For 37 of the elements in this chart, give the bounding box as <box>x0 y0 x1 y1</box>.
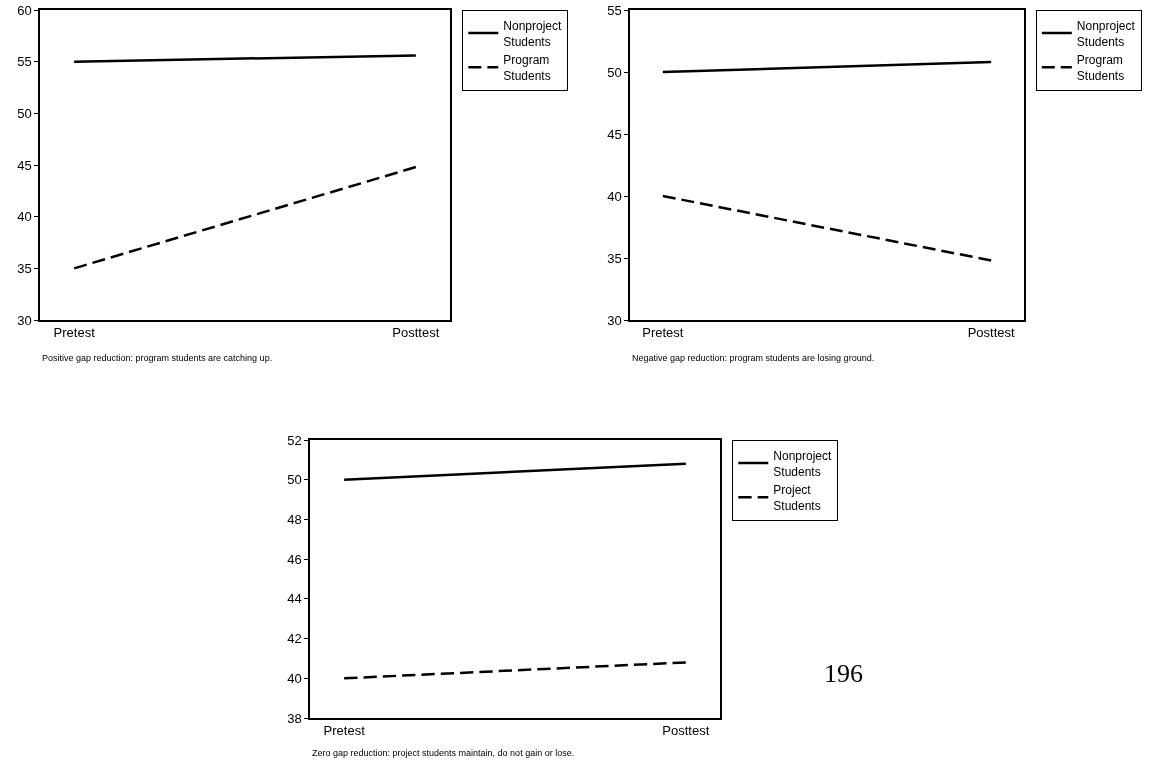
y-tick-label: 50 <box>287 472 302 488</box>
y-tick-label: 45 <box>607 126 622 142</box>
y-tick-label: 35 <box>607 250 622 266</box>
y-tick-label: 30 <box>607 312 622 328</box>
legend-label: Nonproject Students <box>1076 18 1136 49</box>
y-tick-label: 42 <box>287 631 302 647</box>
y-tick-label: 52 <box>287 432 302 448</box>
y-tick-label: 48 <box>287 511 302 527</box>
y-tick-label: 50 <box>17 105 32 121</box>
y-tick-label: 40 <box>607 188 622 204</box>
x-tick-label: Pretest <box>323 723 366 739</box>
x-tick-label: Pretest <box>53 325 96 341</box>
y-tick-label: 40 <box>287 670 302 686</box>
y-tick-label: 60 <box>17 2 32 18</box>
legend-label: Project Students <box>773 483 821 513</box>
x-tick-label: Posttest <box>967 325 1016 341</box>
y-tick-label: 44 <box>287 591 302 607</box>
legend-label: Program Students <box>1076 53 1125 83</box>
legend-label: Nonproject Students <box>503 18 562 49</box>
y-tick-label: 30 <box>17 312 32 328</box>
y-tick-label: 38 <box>287 710 302 726</box>
text: Zero gap reduction: project students maintain, do not gain or lose. <box>312 748 575 758</box>
y-tick-label: 35 <box>17 260 32 276</box>
y-tick-label: 40 <box>17 209 32 225</box>
y-tick-label: 46 <box>287 551 302 567</box>
text: Positive gap reduction: program students are catching up. <box>42 353 273 363</box>
x-tick-label: Posttest <box>392 325 440 341</box>
legend-label: Nonproject Students <box>773 448 832 479</box>
text: Negative gap reduction: program students are losing ground. <box>632 353 875 363</box>
y-tick-label: 55 <box>17 54 32 70</box>
legend-label: Program Students <box>503 53 551 83</box>
x-tick-label: Pretest <box>642 325 684 341</box>
y-tick-label: 55 <box>607 2 622 18</box>
text: 196 <box>824 659 863 688</box>
y-tick-label: 45 <box>17 157 32 173</box>
y-tick-label: 50 <box>607 64 622 80</box>
x-tick-label: Posttest <box>662 723 710 739</box>
